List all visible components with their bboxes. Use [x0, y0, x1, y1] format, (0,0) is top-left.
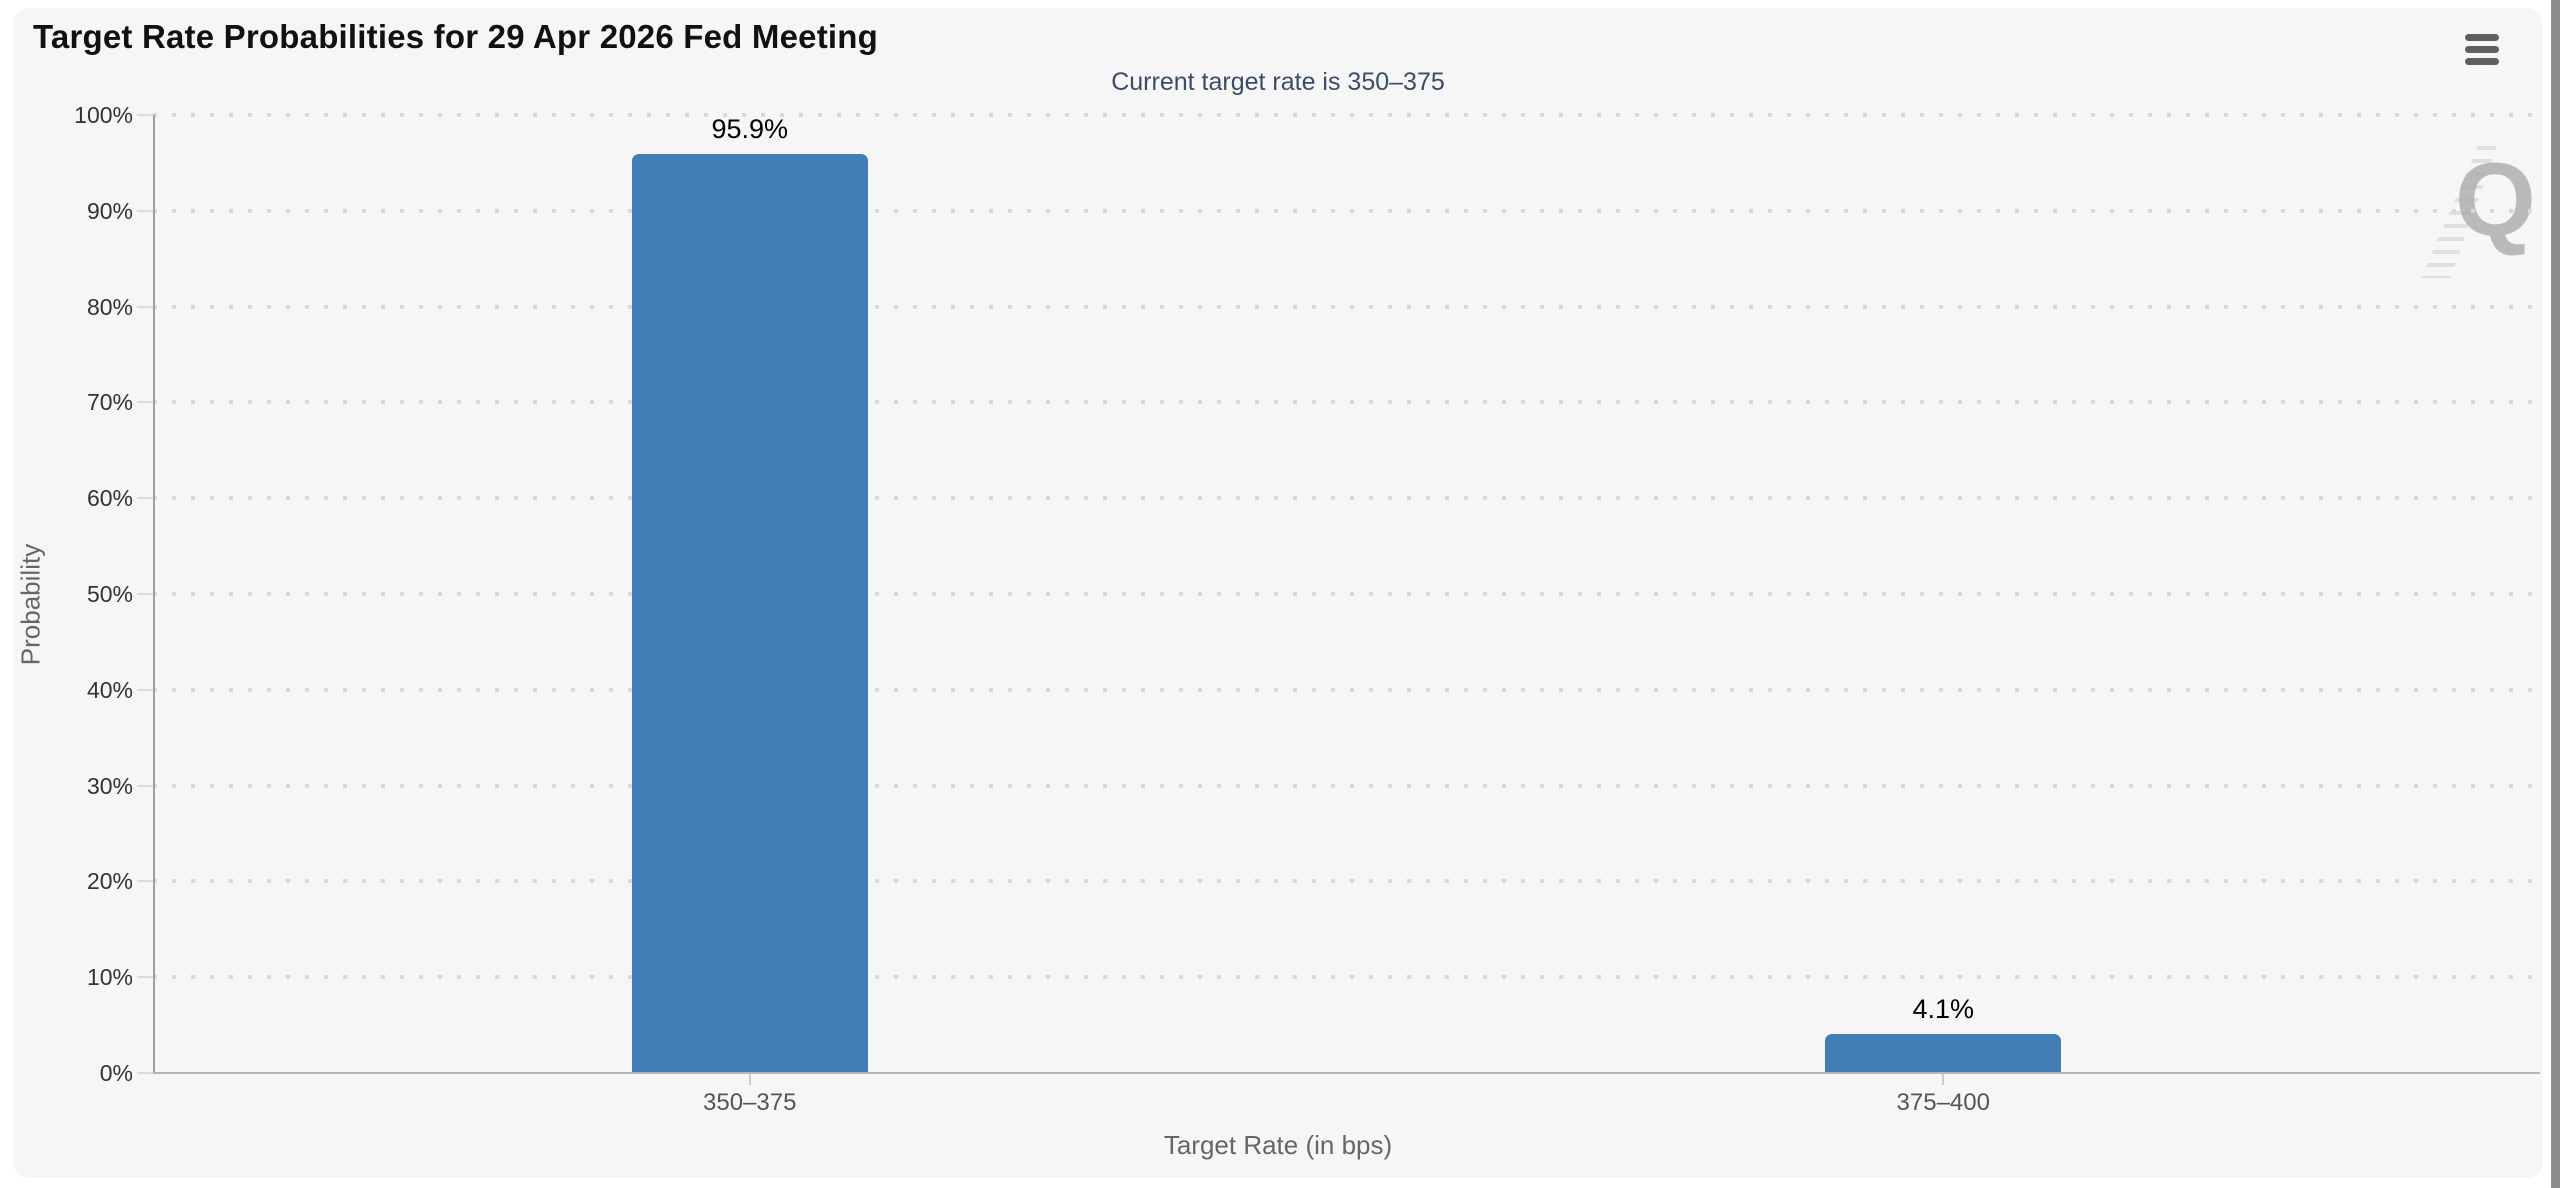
- y-axis-tick: [137, 305, 153, 308]
- chart-panel: Target Rate Probabilities for 29 Apr 202…: [13, 8, 2543, 1178]
- y-axis-tick-label: 0%: [99, 1060, 133, 1086]
- bar-375–400[interactable]: [1825, 1033, 2062, 1073]
- y-gridline: [153, 783, 2540, 788]
- y-axis-tick: [137, 114, 153, 116]
- y-axis-tick: [137, 593, 153, 595]
- y-axis-tick-label: 20%: [86, 868, 133, 895]
- y-axis-title: Probability: [15, 543, 46, 666]
- y-gridline: [153, 592, 2540, 596]
- y-axis-tick: [137, 497, 153, 500]
- chart-title: Target Rate Probabilities for 29 Apr 202…: [33, 18, 878, 55]
- y-gridline: [153, 687, 2540, 692]
- y-axis-tick-label: 50%: [86, 581, 133, 607]
- y-axis-tick: [137, 401, 153, 404]
- y-gridline: [153, 113, 2540, 117]
- y-axis-tick-label: 100%: [74, 102, 133, 128]
- y-axis-tick-label: 40%: [86, 676, 133, 703]
- y-gridline: [153, 208, 2540, 213]
- y-axis-tick: [137, 976, 153, 979]
- page-scrollbar[interactable]: [2551, 0, 2560, 1188]
- y-axis-tick-label: 80%: [86, 293, 133, 320]
- y-gridline: [153, 400, 2540, 405]
- plot-area: 0% 10% 20% 30% 40% 50% 60% 70% 80% 90% 100% 95.9% 35…: [13, 8, 2543, 1178]
- y-axis-tick-label: 60%: [86, 485, 133, 512]
- hamburger-bar: [2465, 45, 2499, 53]
- y-gridline: [153, 304, 2540, 309]
- x-axis-tick: [1942, 1073, 1945, 1085]
- hamburger-icon[interactable]: [2465, 29, 2501, 69]
- x-category-label: 375–400: [1896, 1089, 1990, 1116]
- hamburger-bar: [2465, 33, 2499, 41]
- bar-350–375[interactable]: [631, 154, 868, 1073]
- y-axis-tick-label: 70%: [86, 389, 133, 416]
- y-gridline: [153, 879, 2540, 884]
- x-axis-title: Target Rate (in bps): [1163, 1130, 1393, 1160]
- y-axis-tick-label: 30%: [86, 772, 133, 799]
- y-axis-tick-label: 10%: [86, 964, 133, 991]
- chart-subtitle: Current target rate is 350–375: [1111, 68, 1445, 96]
- y-axis-tick: [137, 209, 153, 212]
- x-category-label: 350–375: [703, 1089, 797, 1116]
- y-gridline: [153, 496, 2540, 501]
- x-axis-tick: [748, 1073, 751, 1085]
- y-axis-tick-label: 90%: [86, 197, 133, 224]
- y-axis-tick: [137, 880, 153, 883]
- y-axis-tick: [137, 784, 153, 787]
- x-axis-line: [153, 1072, 2540, 1074]
- bar-value-label: 95.9%: [711, 114, 789, 145]
- y-axis-tick: [137, 688, 153, 691]
- bar-value-label: 4.1%: [1912, 993, 1975, 1024]
- y-axis-tick: [137, 1072, 153, 1074]
- y-axis-line: [153, 115, 155, 1073]
- y-gridline: [153, 975, 2540, 980]
- watermark-q-letter: Q: [2455, 142, 2536, 258]
- hamburger-bar: [2465, 57, 2499, 65]
